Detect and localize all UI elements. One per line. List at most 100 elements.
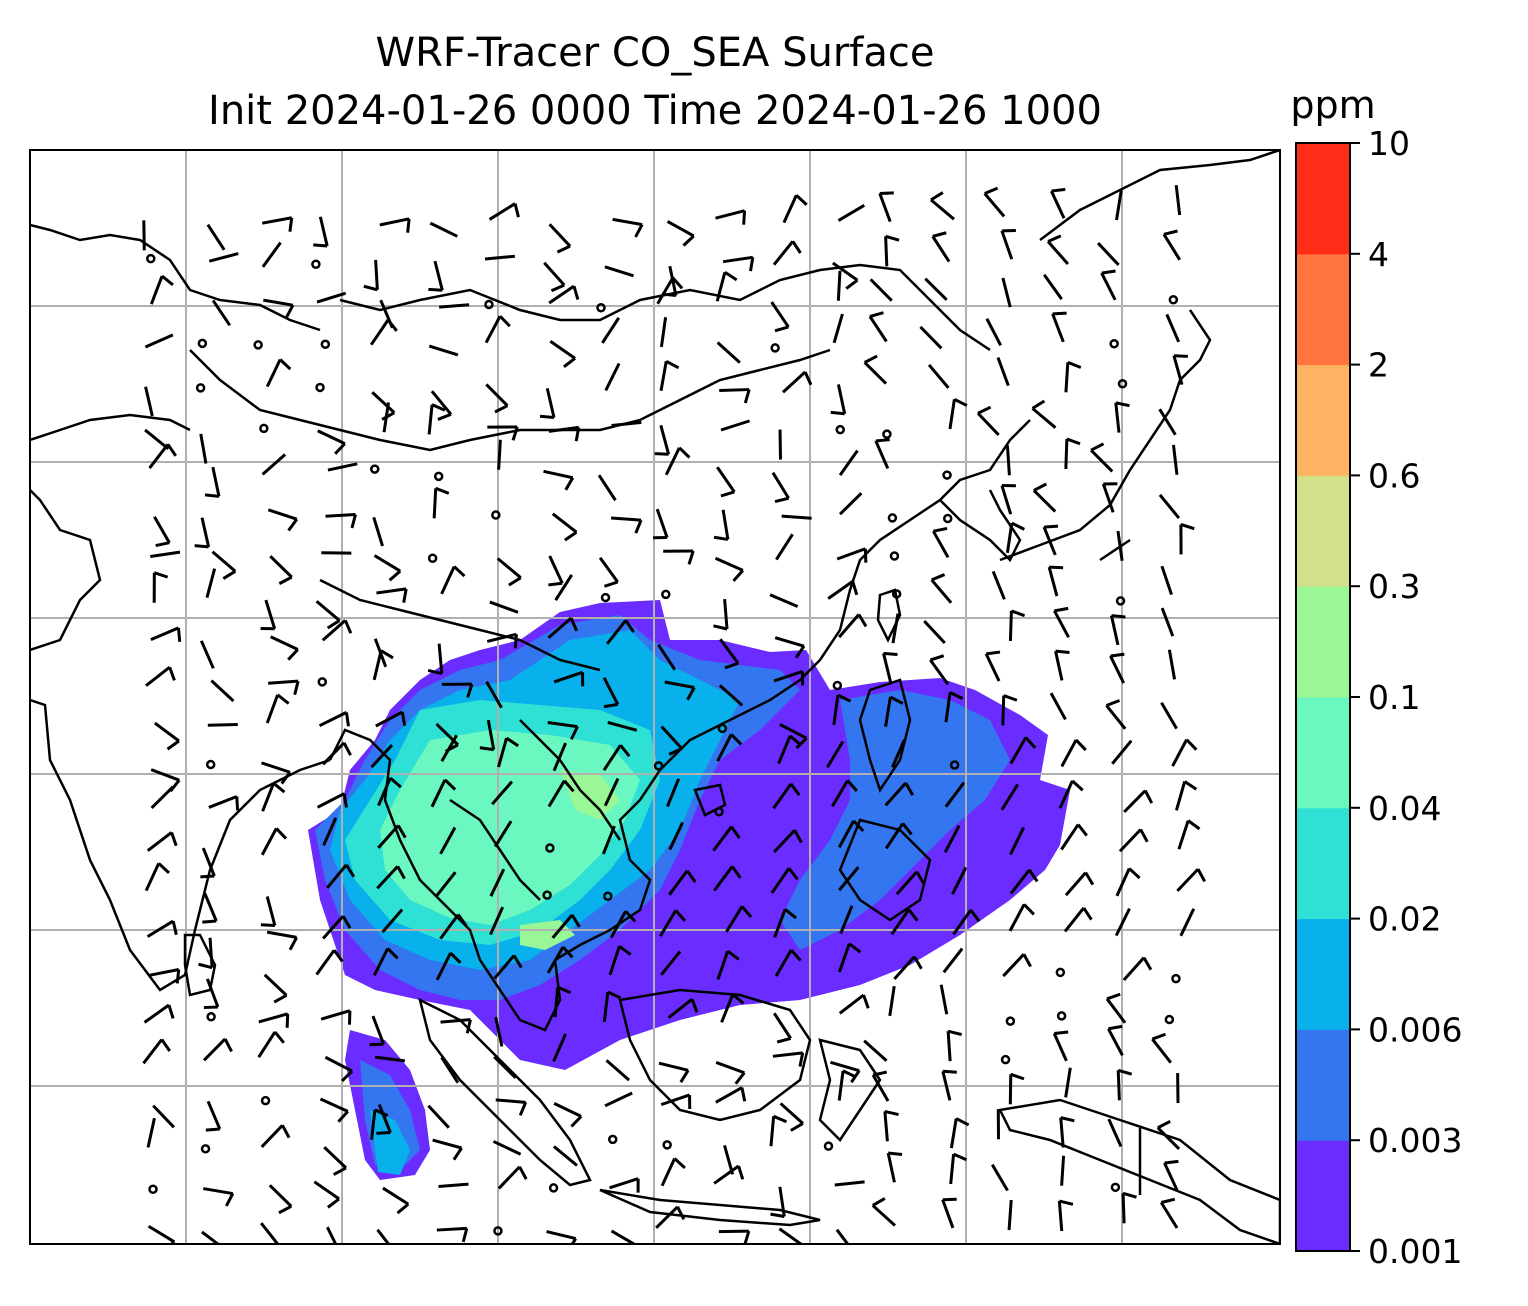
wind-barb-flag [1111,614,1126,619]
wind-calm-marker [205,759,216,770]
wind-barb-flag [624,910,637,923]
wind-barb-flag [1054,1030,1069,1035]
wind-barb-staff [376,1228,391,1244]
wind-barb-flag [724,270,738,282]
wind-barb-flag [1055,649,1070,654]
wind-barb-staff [261,241,282,268]
wind-barb-staff [718,684,744,707]
wind-barb-staff [716,733,733,762]
wind-calm-marker [433,471,444,482]
wind-barb [144,333,174,349]
wind-barb-flag [952,1152,968,1162]
wind-barb [838,492,863,516]
wind-barb-staff [838,492,863,516]
wind-barb-staff [1160,607,1175,637]
wind-barb-staff [837,204,866,222]
wind-barb-staff [774,636,805,648]
wind-barb-flag [570,914,581,928]
wind-barb-staff [148,443,170,469]
wind-calm-marker [889,551,900,561]
wind-barb-staff [836,384,847,415]
wind-barb [863,1039,888,1062]
wind-barb-flag [453,565,466,578]
wind-barb-staff [1174,185,1182,216]
wind-barb-flag [345,864,356,878]
wind-barb [546,945,574,974]
wind-barb-flag [194,544,209,549]
wind-barb-flag [953,397,968,407]
wind-barb [261,761,292,785]
wind-barb-staff [1172,355,1184,386]
wind-barb-flag [406,218,411,233]
wind-barb-flag [1185,738,1198,751]
wind-barb-staff [320,1009,351,1021]
wind-barb [211,299,232,327]
colorbar-tick-label: 0.006 [1368,1010,1462,1049]
wind-barb [269,555,293,585]
wind-barb [375,710,407,728]
wind-barb-flag [1082,907,1093,921]
wind-barb-flag [1071,779,1084,792]
wind-barb-flag [260,923,275,928]
wind-barb [666,220,695,247]
wind-barb [207,722,238,727]
wind-barb-staff [609,1177,639,1190]
wind-barb-flag [214,1250,225,1258]
wind-calm-marker [835,424,845,435]
wind-barb-flag [1180,523,1195,531]
wind-barb-staff [552,1145,578,1167]
wind-barb-staff [493,1055,517,1079]
wind-barb-flag [842,1069,857,1079]
wind-barb [265,693,290,724]
wind-barb-staff [484,315,502,344]
wind-barb-flag [790,1122,804,1132]
colorbar-swatch [1296,807,1350,920]
wind-barb [373,947,399,977]
coastline-sumatra [418,997,592,1187]
wind-barb-staff [715,271,727,302]
wind-barb-staff [552,1033,567,1063]
wind-barb-staff [202,1037,227,1062]
wind-barb [718,1229,751,1244]
border-thailand [449,798,541,901]
wind-barb [211,550,237,580]
wind-barb [948,397,968,430]
wind-barb-staff [1107,1118,1123,1148]
wind-barb-staff [871,1204,897,1227]
wind-barb-staff [838,993,865,1015]
wind-barb [316,792,348,809]
wind-barb [720,419,751,432]
wind-barb-flag [1173,354,1188,358]
wind-barb-staff [201,847,216,877]
wind-barb-staff [382,402,390,433]
wind-barb [198,937,214,970]
wind-barb [440,1056,460,1084]
wind-barb-flag [852,819,865,833]
colorbar-swatch [1296,143,1350,255]
wind-barb [834,1180,865,1187]
wind-barb-staff [781,370,807,394]
wind-barb-flag [791,240,802,254]
wind-barb-flag [984,186,999,195]
wind-barb [831,779,858,808]
wind-barb-flag [1047,234,1062,243]
wind-barb-flag [205,1127,220,1132]
wind-barb-flag [153,571,169,579]
wind-barb-staff [1008,903,1026,932]
wind-barb-staff [1060,1155,1066,1186]
wind-barb [202,892,218,924]
wind-barb-staff [773,829,796,854]
wind-barb [263,973,288,1004]
wind-barb [146,1117,156,1148]
wind-calm-marker [206,1012,216,1022]
wind-barb-staff [371,1015,385,1045]
wind-barb [832,693,852,726]
wind-barb-flag [883,651,898,656]
wind-barb-flag [682,234,695,247]
wind-barb-staff [779,1102,804,1125]
wind-barb [206,223,226,251]
coastline-philippines-south [838,818,932,922]
wind-barb-staff [1159,1201,1179,1229]
wind-barb-flag [563,779,575,793]
wind-barb-staff [319,1097,349,1113]
